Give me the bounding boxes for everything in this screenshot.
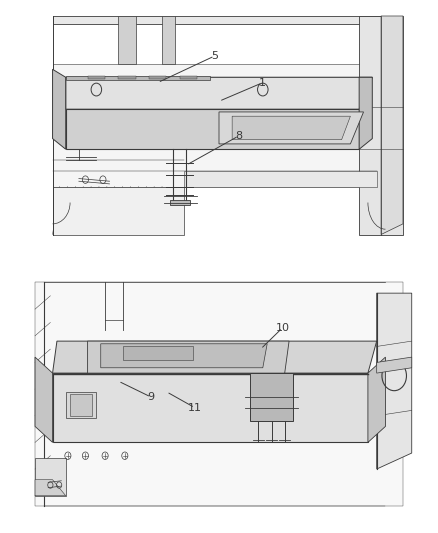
Polygon shape — [359, 16, 403, 235]
Polygon shape — [219, 112, 364, 144]
Polygon shape — [123, 346, 193, 360]
Text: 11: 11 — [188, 403, 202, 413]
Polygon shape — [381, 16, 403, 235]
Polygon shape — [88, 341, 289, 373]
Polygon shape — [377, 357, 412, 373]
Polygon shape — [184, 171, 377, 187]
Polygon shape — [149, 76, 166, 79]
Polygon shape — [53, 69, 66, 149]
Polygon shape — [368, 357, 385, 442]
Text: 8: 8 — [235, 131, 242, 141]
Polygon shape — [53, 16, 385, 24]
Polygon shape — [66, 76, 210, 80]
Polygon shape — [66, 392, 96, 418]
Polygon shape — [35, 282, 403, 506]
Polygon shape — [66, 77, 372, 109]
Polygon shape — [53, 187, 184, 235]
Text: 9: 9 — [148, 392, 155, 402]
Polygon shape — [53, 341, 377, 373]
Polygon shape — [53, 373, 368, 442]
Polygon shape — [70, 394, 92, 416]
Polygon shape — [66, 109, 359, 149]
Polygon shape — [118, 76, 136, 79]
Polygon shape — [250, 373, 293, 421]
Polygon shape — [35, 458, 66, 496]
Text: 5: 5 — [211, 51, 218, 61]
Text: 10: 10 — [276, 323, 290, 333]
Polygon shape — [232, 116, 350, 140]
Text: 1: 1 — [259, 78, 266, 87]
Polygon shape — [180, 76, 197, 79]
Polygon shape — [377, 293, 412, 469]
Polygon shape — [53, 64, 385, 187]
Polygon shape — [35, 480, 66, 496]
Polygon shape — [88, 76, 105, 79]
Polygon shape — [162, 16, 175, 64]
Polygon shape — [35, 357, 53, 442]
Polygon shape — [359, 77, 372, 149]
Polygon shape — [118, 16, 136, 64]
Polygon shape — [101, 344, 267, 368]
Polygon shape — [170, 200, 190, 205]
